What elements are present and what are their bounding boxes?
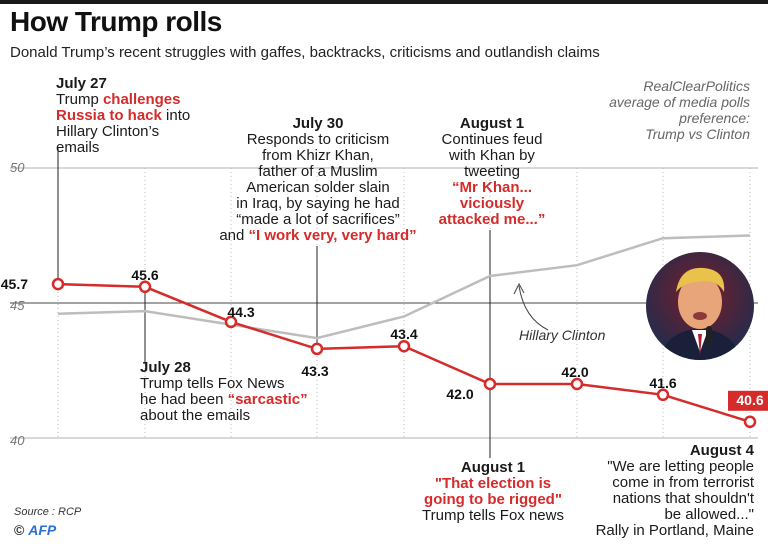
data-label-badge bbox=[728, 390, 768, 411]
annotation-text: Trump bbox=[56, 91, 103, 108]
annotation-text: come in from terrorist bbox=[612, 474, 754, 491]
annotation-text: Continues feud bbox=[441, 131, 543, 148]
annotation-text: and bbox=[219, 227, 249, 244]
data-label: 43.4 bbox=[390, 326, 417, 342]
annotation-july30: July 30 Responds to criticism from Khizr… bbox=[218, 116, 418, 244]
data-label: 45.6 bbox=[131, 267, 158, 283]
annotation-aug1-rigged: August 1 "That election is going to be r… bbox=[418, 460, 568, 524]
candidate-photo bbox=[646, 252, 754, 360]
source-credit: Source : RCP bbox=[14, 506, 82, 518]
annotation-text: with Khan by bbox=[449, 147, 535, 164]
annotation-text: into bbox=[161, 107, 191, 124]
annotation-text: Responds to criticism bbox=[246, 131, 390, 148]
annotation-highlight: "That election is bbox=[434, 475, 552, 492]
y-tick-45: 45 bbox=[10, 298, 25, 313]
data-point bbox=[310, 342, 324, 356]
annotation-date: August 1 bbox=[459, 115, 525, 132]
annotation-text: Hillary Clinton’s bbox=[56, 123, 160, 140]
annotation-date: August 4 bbox=[689, 442, 754, 459]
source-note: RealClearPolitics average of media polls… bbox=[609, 78, 750, 142]
y-tick-50: 50 bbox=[10, 160, 25, 175]
data-point bbox=[138, 280, 152, 294]
afp-logo: AFP bbox=[28, 522, 57, 538]
annotation-text: in Iraq, by saying he had bbox=[236, 195, 400, 212]
annotation-text: emails bbox=[56, 139, 100, 156]
annotation-highlight: viciously bbox=[459, 195, 525, 212]
data-point bbox=[570, 377, 584, 391]
annotation-text: about the emails bbox=[140, 407, 251, 424]
chart-subtitle: Donald Trump’s recent struggles with gaf… bbox=[10, 44, 600, 61]
annotation-text: "We are letting people bbox=[607, 458, 754, 475]
data-label: 42.0 bbox=[446, 386, 473, 402]
data-point bbox=[51, 277, 65, 291]
data-point bbox=[656, 388, 670, 402]
annotation-text: Trump tells Fox News bbox=[140, 375, 285, 392]
clinton-pointer bbox=[518, 285, 549, 331]
annotation-highlight: Russia to hack bbox=[56, 107, 162, 124]
annotation-date: July 30 bbox=[292, 115, 344, 132]
chart-title: How Trump rolls bbox=[10, 6, 222, 37]
source-note-line: RealClearPolitics bbox=[643, 78, 750, 94]
annotation-aug1-tweet: August 1 Continues feud with Khan by twe… bbox=[432, 116, 552, 228]
annotation-highlight: “Mr Khan... bbox=[451, 179, 532, 196]
annotation-highlight: challenges bbox=[102, 91, 181, 108]
source-note-line: average of media polls bbox=[609, 94, 750, 110]
clinton-pointer-arrow bbox=[513, 282, 525, 295]
data-point bbox=[743, 415, 757, 429]
data-label: 41.6 bbox=[649, 375, 676, 391]
annotation-text: Rally in Portland, Maine bbox=[595, 522, 754, 539]
data-point bbox=[397, 339, 411, 353]
data-label: 42.0 bbox=[561, 364, 588, 380]
portrait-illustration bbox=[660, 267, 740, 360]
annotation-date: August 1 bbox=[460, 459, 526, 476]
annotation-text: Trump tells Fox news bbox=[422, 507, 564, 524]
annotation-text: nations that shouldn't bbox=[612, 490, 754, 507]
annotation-highlight: “I work very, very hard” bbox=[248, 227, 417, 244]
annotation-text: “made a lot of sacrifices” bbox=[236, 211, 400, 228]
series-label-clinton: Hillary Clinton bbox=[519, 327, 606, 343]
annotation-date: July 28 bbox=[140, 359, 191, 376]
data-point bbox=[224, 315, 238, 329]
data-label: 44.3 bbox=[227, 304, 254, 320]
source-note-line: preference: bbox=[679, 110, 750, 126]
series-line-clinton bbox=[57, 234, 751, 340]
data-point bbox=[483, 377, 497, 391]
agency-credit: © AFP bbox=[14, 522, 56, 538]
data-label: 40.6 bbox=[736, 392, 763, 408]
annotation-date: July 27 bbox=[56, 75, 107, 92]
annotation-text: American solder slain bbox=[246, 179, 390, 196]
y-tick-40: 40 bbox=[10, 433, 25, 448]
annotation-july27: July 27 Trump challenges Russia to hack … bbox=[56, 76, 190, 156]
annotation-text: from Khizr Khan, bbox=[262, 147, 374, 164]
annotation-highlight: going to be rigged" bbox=[424, 491, 562, 508]
annotation-highlight: attacked me...” bbox=[438, 211, 546, 228]
source-note-line: Trump vs Clinton bbox=[645, 126, 750, 142]
annotation-text: be allowed..." bbox=[664, 506, 754, 523]
top-rule bbox=[0, 0, 768, 4]
data-label: 43.3 bbox=[301, 363, 328, 379]
annotation-july28: July 28 Trump tells Fox News he had been… bbox=[140, 360, 308, 424]
data-label: 45.7 bbox=[1, 276, 28, 292]
copyright-symbol: © bbox=[14, 522, 25, 538]
annotation-text: tweeting bbox=[464, 163, 520, 180]
annotation-highlight: “sarcastic” bbox=[227, 391, 308, 408]
annotation-text: father of a Muslim bbox=[258, 163, 378, 180]
annotation-text: he had been bbox=[140, 391, 228, 408]
annotation-aug4: August 4 "We are letting people come in … bbox=[588, 443, 754, 539]
